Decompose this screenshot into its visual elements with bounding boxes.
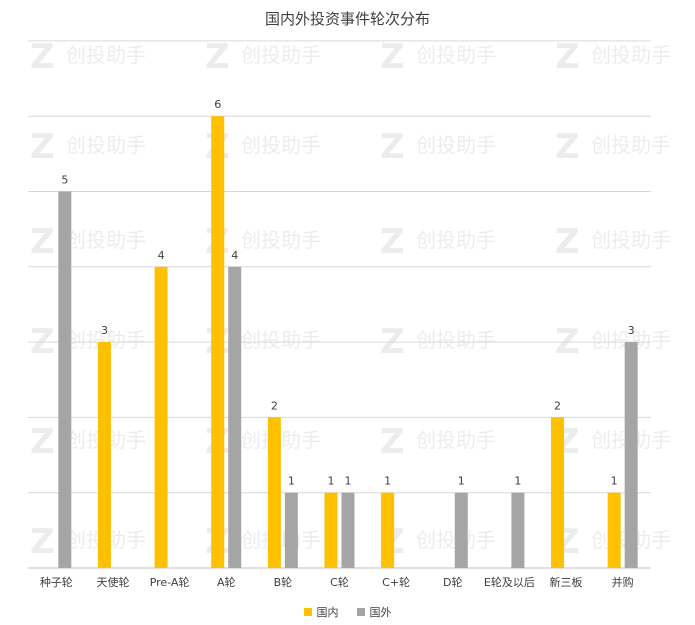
x-tick-label: 种子轮 [40, 575, 73, 589]
x-tick-label: B轮 [274, 575, 293, 589]
bar-foreign [454, 492, 468, 568]
watermark-text: 创投助手 [241, 428, 321, 452]
data-label-foreign: 1 [514, 475, 521, 488]
data-label-domestic: 4 [158, 249, 165, 262]
legend-swatch-foreign [356, 608, 365, 616]
data-label-foreign: 3 [628, 324, 635, 337]
watermark-text: 创投助手 [66, 228, 146, 252]
watermark-text: 创投助手 [241, 133, 321, 157]
watermark-logo: Z [30, 422, 55, 462]
bar-domestic [381, 492, 395, 568]
data-label-domestic: 2 [271, 399, 278, 412]
watermark-text: 创投助手 [241, 228, 321, 252]
watermark-text: 创投助手 [416, 328, 496, 352]
watermark-text: 创投助手 [416, 428, 496, 452]
bar-domestic [324, 492, 338, 568]
watermark-text: 创投助手 [591, 133, 671, 157]
bar-foreign [624, 342, 638, 568]
watermark-text: 创投助手 [241, 43, 321, 67]
bar-foreign [58, 191, 72, 568]
watermark-logo: Z [30, 127, 55, 167]
bar-domestic [607, 492, 621, 568]
x-tick-label: A轮 [217, 575, 236, 589]
x-tick-label: C+轮 [382, 575, 410, 589]
watermark-logo: Z [30, 522, 55, 562]
watermark-text: 创投助手 [66, 43, 146, 67]
x-tick-label: D轮 [443, 575, 462, 589]
watermark-text: 创投助手 [241, 328, 321, 352]
data-label-foreign: 4 [231, 249, 238, 262]
legend-swatch-domestic [303, 608, 312, 616]
data-label-foreign: 1 [288, 475, 295, 488]
legend-item-foreign: 国外 [356, 604, 392, 620]
watermark-logo: Z [555, 222, 580, 262]
x-tick-label: 并购 [612, 575, 634, 589]
watermark-text: 创投助手 [416, 43, 496, 67]
legend: 国内 国外 [0, 604, 695, 620]
watermark-logo: Z [30, 37, 55, 77]
x-tick-label: 新三板 [550, 575, 583, 589]
watermark-text: 创投助手 [591, 228, 671, 252]
watermark-logo: Z [380, 37, 405, 77]
watermark-logo: Z [555, 37, 580, 77]
x-tick-label: 天使轮 [96, 575, 129, 589]
data-label-domestic: 6 [214, 98, 221, 111]
data-label-foreign: 5 [61, 174, 68, 187]
watermark-text: 创投助手 [416, 228, 496, 252]
watermark-text: 创投助手 [241, 528, 321, 552]
data-label-foreign: 1 [345, 475, 352, 488]
legend-item-domestic: 国内 [303, 604, 339, 620]
data-label-domestic: 3 [101, 324, 108, 337]
bar-foreign [284, 492, 298, 568]
bar-domestic [154, 266, 168, 568]
bar-foreign [228, 266, 242, 568]
watermark-logo: Z [380, 127, 405, 167]
chart-title: 国内外投资事件轮次分布 [264, 10, 430, 28]
data-label-domestic: 1 [384, 475, 391, 488]
bar-foreign [341, 492, 355, 568]
x-tick-label: E轮及以后 [484, 575, 535, 589]
watermark-logo: Z [205, 37, 230, 77]
watermark-logo: Z [380, 222, 405, 262]
legend-label-domestic: 国内 [316, 606, 339, 619]
watermark-logo: Z [555, 127, 580, 167]
bar-foreign [511, 492, 525, 568]
bar-domestic [267, 417, 281, 568]
bar-domestic [551, 417, 565, 568]
watermark-text: 创投助手 [66, 133, 146, 157]
x-tick-label: Pre-A轮 [150, 575, 190, 589]
data-label-foreign: 1 [458, 475, 465, 488]
watermark-logo: Z [380, 422, 405, 462]
data-label-domestic: 2 [554, 399, 561, 412]
watermark-logo: Z [30, 222, 55, 262]
bar-domestic [211, 116, 225, 568]
data-label-domestic: 1 [328, 475, 335, 488]
watermark-text: 创投助手 [591, 43, 671, 67]
watermark-text: 创投助手 [416, 133, 496, 157]
x-tick-label: C轮 [330, 575, 349, 589]
bar-domestic [97, 342, 111, 568]
legend-label-foreign: 国外 [369, 606, 392, 619]
data-label-domestic: 1 [611, 475, 618, 488]
